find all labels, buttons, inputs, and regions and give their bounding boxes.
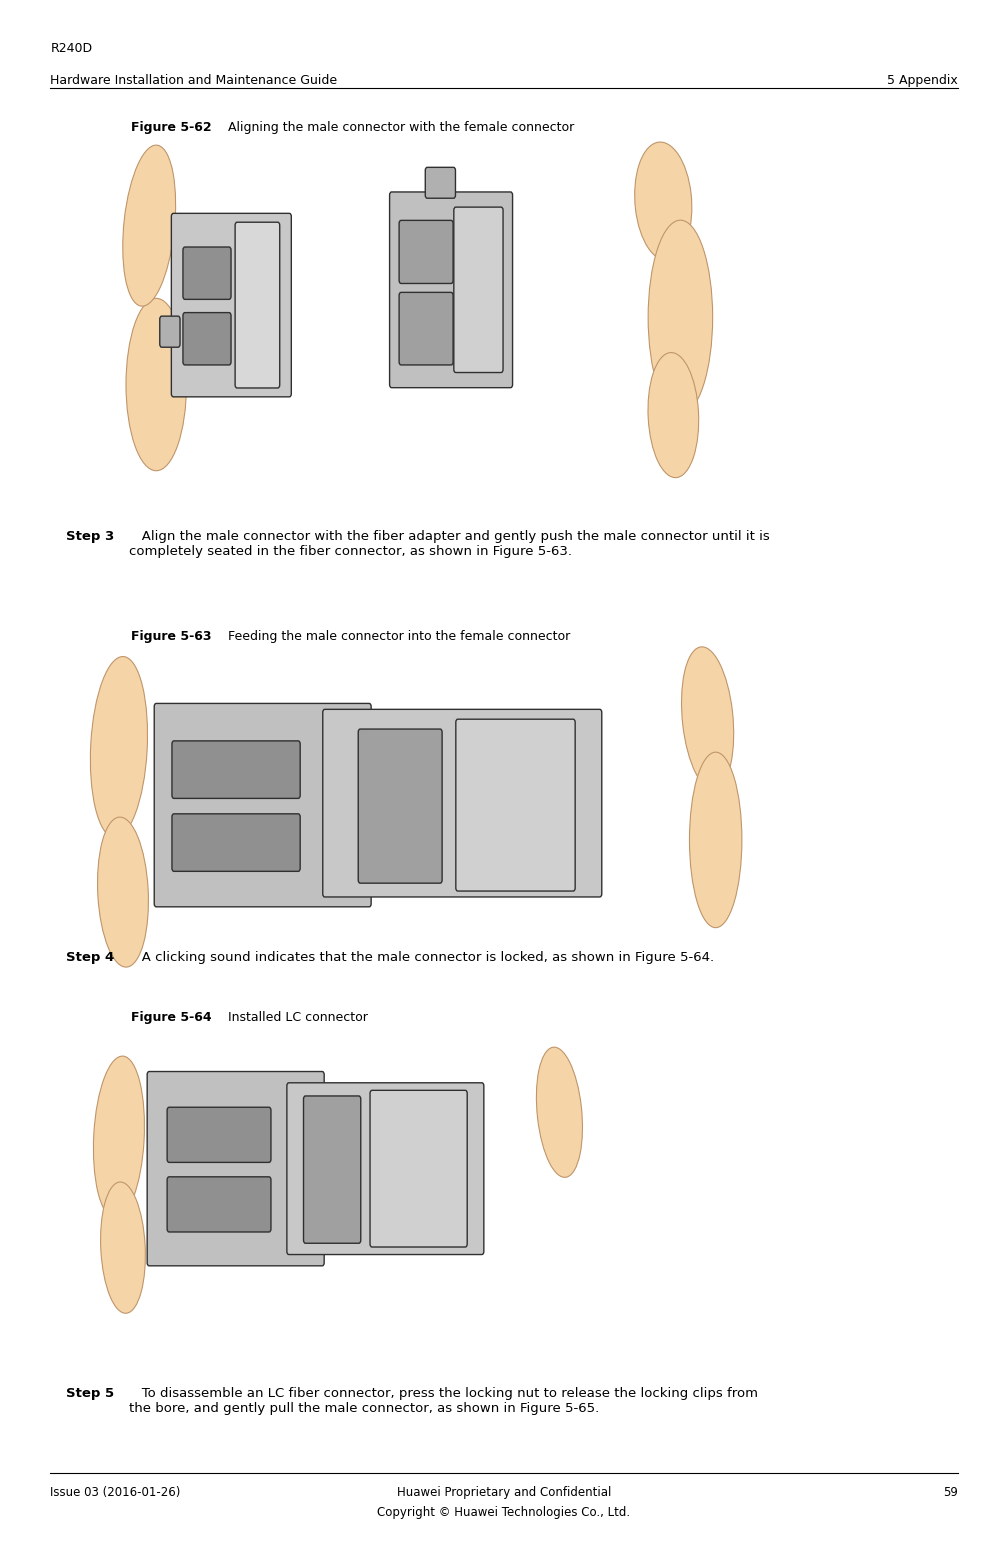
Ellipse shape bbox=[101, 1182, 145, 1313]
FancyBboxPatch shape bbox=[287, 1083, 484, 1255]
Text: Huawei Proprietary and Confidential: Huawei Proprietary and Confidential bbox=[397, 1486, 611, 1498]
FancyBboxPatch shape bbox=[154, 704, 371, 907]
Bar bbox=[101, 1042, 575, 1293]
Text: A clicking sound indicates that the male connector is locked, as shown in Figure: A clicking sound indicates that the male… bbox=[129, 951, 714, 964]
FancyBboxPatch shape bbox=[303, 1095, 361, 1243]
Text: Figure 5-62: Figure 5-62 bbox=[131, 121, 212, 133]
FancyBboxPatch shape bbox=[183, 248, 231, 299]
Text: Figure 5-63: Figure 5-63 bbox=[131, 630, 212, 642]
Text: R240D: R240D bbox=[50, 42, 93, 55]
Ellipse shape bbox=[98, 816, 148, 967]
Ellipse shape bbox=[126, 298, 186, 470]
FancyBboxPatch shape bbox=[323, 710, 602, 896]
FancyBboxPatch shape bbox=[159, 317, 180, 348]
Text: Align the male connector with the fiber adapter and gently push the male connect: Align the male connector with the fiber … bbox=[129, 530, 770, 558]
FancyBboxPatch shape bbox=[183, 312, 231, 365]
Text: Feeding the male connector into the female connector: Feeding the male connector into the fema… bbox=[224, 630, 571, 642]
Bar bbox=[101, 666, 726, 956]
FancyBboxPatch shape bbox=[399, 221, 453, 284]
Ellipse shape bbox=[635, 143, 691, 260]
Ellipse shape bbox=[648, 219, 713, 415]
Ellipse shape bbox=[648, 353, 699, 478]
FancyBboxPatch shape bbox=[147, 1072, 325, 1266]
FancyBboxPatch shape bbox=[171, 213, 291, 396]
Ellipse shape bbox=[91, 657, 147, 838]
FancyBboxPatch shape bbox=[358, 729, 443, 884]
FancyBboxPatch shape bbox=[456, 719, 576, 892]
FancyBboxPatch shape bbox=[235, 223, 280, 389]
Text: Aligning the male connector with the female connector: Aligning the male connector with the fem… bbox=[224, 121, 574, 133]
FancyBboxPatch shape bbox=[425, 168, 456, 199]
Text: Figure 5-64: Figure 5-64 bbox=[131, 1011, 212, 1023]
Text: Hardware Installation and Maintenance Guide: Hardware Installation and Maintenance Gu… bbox=[50, 74, 338, 86]
FancyBboxPatch shape bbox=[167, 1177, 271, 1232]
Text: 5 Appendix: 5 Appendix bbox=[887, 74, 958, 86]
Text: Installed LC connector: Installed LC connector bbox=[224, 1011, 368, 1023]
Ellipse shape bbox=[123, 146, 175, 306]
Text: 59: 59 bbox=[942, 1486, 958, 1498]
Text: Copyright © Huawei Technologies Co., Ltd.: Copyright © Huawei Technologies Co., Ltd… bbox=[377, 1506, 631, 1518]
Text: To disassemble an LC fiber connector, press the locking nut to release the locki: To disassemble an LC fiber connector, pr… bbox=[129, 1387, 758, 1415]
FancyBboxPatch shape bbox=[370, 1091, 468, 1247]
FancyBboxPatch shape bbox=[167, 1108, 271, 1163]
FancyBboxPatch shape bbox=[389, 193, 512, 387]
Ellipse shape bbox=[94, 1056, 144, 1219]
Text: Issue 03 (2016-01-26): Issue 03 (2016-01-26) bbox=[50, 1486, 180, 1498]
FancyBboxPatch shape bbox=[454, 207, 503, 373]
Text: Step 4: Step 4 bbox=[66, 951, 114, 964]
Ellipse shape bbox=[689, 752, 742, 928]
FancyBboxPatch shape bbox=[172, 813, 300, 871]
Bar bbox=[131, 165, 685, 470]
Ellipse shape bbox=[681, 647, 734, 790]
Text: Step 5: Step 5 bbox=[66, 1387, 114, 1399]
FancyBboxPatch shape bbox=[399, 293, 453, 365]
FancyBboxPatch shape bbox=[172, 741, 300, 799]
Ellipse shape bbox=[536, 1047, 583, 1177]
Text: Step 3: Step 3 bbox=[66, 530, 114, 542]
